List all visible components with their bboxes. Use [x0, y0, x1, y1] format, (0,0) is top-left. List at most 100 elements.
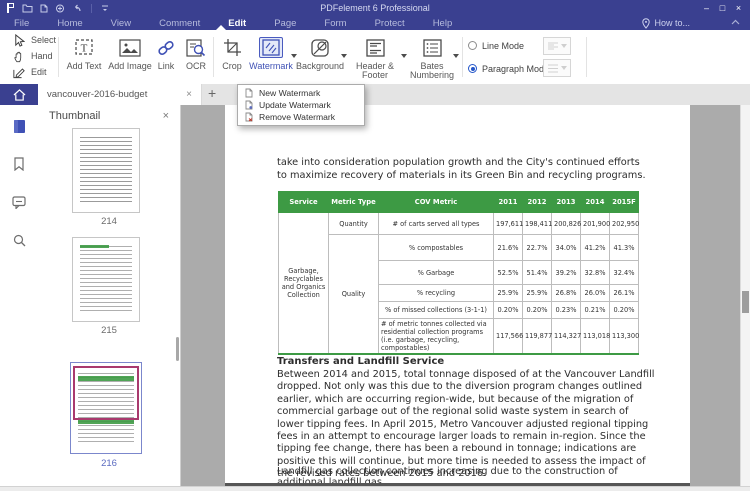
header-footer-button[interactable]: Header & Footer — [344, 35, 407, 80]
save-icon[interactable] — [40, 4, 48, 13]
document-table[interactable]: Service Metric Type COV Metric 2011 2012… — [278, 191, 639, 355]
menu-file[interactable]: File — [14, 17, 30, 29]
header-footer-label: Header & Footer — [355, 61, 395, 80]
document-heading[interactable]: Transfers and Landfill Service — [277, 356, 445, 367]
document-tab-bar: vancouver-2016-budget × + — [0, 84, 750, 106]
menu-protect[interactable]: Protect — [374, 17, 405, 29]
how-to-button[interactable]: How to... — [642, 17, 750, 29]
menu-view[interactable]: View — [110, 17, 132, 29]
sidebar-item-search[interactable] — [0, 225, 38, 255]
background-icon — [310, 38, 329, 57]
table-header: Service — [278, 191, 329, 213]
document-paragraph[interactable]: Between 2014 and 2015, total tonnage dis… — [277, 369, 655, 480]
header-footer-icon — [365, 38, 385, 57]
edit-tool[interactable]: Edit — [13, 64, 56, 80]
hand-tool[interactable]: Hand — [13, 48, 56, 64]
page-thumbnail-214[interactable] — [72, 128, 140, 213]
table-row: # of metric tonnes collected via residen… — [279, 318, 639, 355]
paragraph-mode-radio[interactable]: Paragraph Mode — [468, 62, 549, 75]
navigation-icon-strip — [0, 105, 39, 487]
page-number-216: 216 — [101, 458, 117, 469]
menu-help[interactable]: Help — [432, 17, 453, 29]
table-header: 2014 — [580, 191, 610, 213]
document-paragraph[interactable]: Landfill gas collection continues increa… — [277, 466, 618, 487]
menu-comment[interactable]: Comment — [159, 17, 201, 29]
menu-item-update-watermark[interactable]: Update Watermark — [238, 99, 364, 111]
table-row: % Garbage 52.5% 51.4% 39.2% 32.8% 32.4% — [279, 260, 639, 285]
tab-close-icon[interactable]: × — [186, 89, 192, 100]
open-file-icon[interactable] — [22, 4, 33, 13]
menu-form[interactable]: Form — [324, 17, 347, 29]
ocr-button[interactable]: OCR — [180, 35, 212, 71]
menu-home[interactable]: Home — [57, 17, 83, 29]
collapse-ribbon-icon[interactable] — [731, 19, 740, 25]
sidebar-item-thumbnail[interactable] — [0, 111, 38, 141]
pin-icon — [642, 17, 651, 29]
table-row: Garbage, Recyclables and Organics Collec… — [278, 212, 639, 355]
thumbnail-panel-title: Thumbnail — [49, 110, 101, 122]
home-tab-button[interactable] — [0, 84, 38, 105]
new-tab-button[interactable]: + — [208, 85, 217, 101]
add-image-label: Add Image — [108, 61, 152, 71]
background-dropdown-caret[interactable] — [341, 54, 347, 58]
table-cell: 114,327 — [551, 318, 581, 355]
add-text-button[interactable]: T Add Text — [62, 35, 106, 71]
document-paragraph[interactable]: take into consideration population growt… — [277, 157, 646, 181]
thumbnail-panel-close-icon[interactable]: × — [162, 110, 169, 122]
select-tool[interactable]: Select — [13, 32, 56, 48]
page-bottom-edge — [225, 483, 690, 486]
table-cell-service: Garbage, Recyclables and Organics Collec… — [278, 212, 329, 355]
watermark-icon — [262, 39, 280, 56]
bates-dropdown-caret[interactable] — [453, 54, 459, 58]
page-thumbnail-216[interactable] — [70, 362, 142, 454]
menu-page[interactable]: Page — [274, 17, 297, 29]
spacing-option-button-disabled — [543, 59, 571, 77]
document-scrollbar-thumb[interactable] — [742, 291, 749, 313]
maximize-button[interactable]: □ — [719, 2, 726, 13]
menu-item-label: Update Watermark — [259, 100, 331, 110]
minimize-button[interactable]: – — [703, 2, 709, 13]
watermark-dropdown-menu: New Watermark Update Watermark Remove Wa… — [237, 84, 365, 126]
crop-button[interactable]: Crop — [216, 35, 248, 71]
line-mode-radio[interactable]: Line Mode — [468, 39, 549, 52]
close-button[interactable]: × — [735, 2, 742, 13]
sidebar-item-comments[interactable] — [0, 187, 38, 217]
undo-icon[interactable] — [72, 4, 82, 13]
add-image-button[interactable]: Add Image — [106, 35, 154, 71]
print-icon[interactable] — [55, 4, 65, 13]
quick-toolbar-divider — [91, 3, 92, 13]
link-button[interactable]: Link — [150, 35, 182, 71]
menu-edit[interactable]: Edit — [228, 17, 247, 29]
watermark-dropdown-caret[interactable] — [291, 54, 297, 58]
table-header: Metric Type — [328, 191, 379, 213]
table-cell: 41.3% — [609, 234, 639, 261]
thumbnail-selection-rectangle — [73, 366, 139, 420]
table-cell: 26.0% — [580, 284, 610, 302]
menu-item-remove-watermark[interactable]: Remove Watermark — [238, 111, 364, 123]
tab-vancouver-2016-budget[interactable]: vancouver-2016-budget × — [38, 84, 202, 105]
watermark-button[interactable]: Watermark — [246, 35, 297, 71]
customize-toolbar-icon[interactable] — [101, 4, 109, 12]
document-scrollbar[interactable] — [740, 105, 750, 487]
bates-numbering-icon — [422, 38, 442, 57]
table-cell: 0.20% — [493, 301, 523, 319]
ocr-icon — [186, 38, 206, 57]
sidebar-item-bookmarks[interactable] — [0, 149, 38, 179]
table-row: Quality % compostables 21.6% 22.7% 34.0%… — [279, 234, 639, 355]
menu-item-new-watermark[interactable]: New Watermark — [238, 87, 364, 99]
table-cell: Quantity — [328, 212, 379, 235]
watermark-label: Watermark — [249, 61, 293, 71]
table-cell: 25.9% — [522, 284, 552, 302]
window-title: PDFelement 6 Professional — [320, 3, 430, 13]
table-cell: # of carts served all types — [378, 212, 494, 235]
header-footer-dropdown-caret[interactable] — [401, 54, 407, 58]
page-thumbnail-215[interactable] — [72, 237, 140, 322]
menu-item-label: New Watermark — [259, 88, 321, 98]
table-cell: 201,900 — [580, 212, 610, 235]
link-label: Link — [157, 61, 175, 71]
background-button[interactable]: Background — [294, 35, 347, 71]
table-cell: 113,300 — [609, 318, 639, 355]
thumbnail-scrollbar-thumb[interactable] — [176, 337, 179, 361]
bates-numbering-button[interactable]: Bates Numbering — [406, 35, 459, 80]
table-cell: 26.8% — [551, 284, 581, 302]
